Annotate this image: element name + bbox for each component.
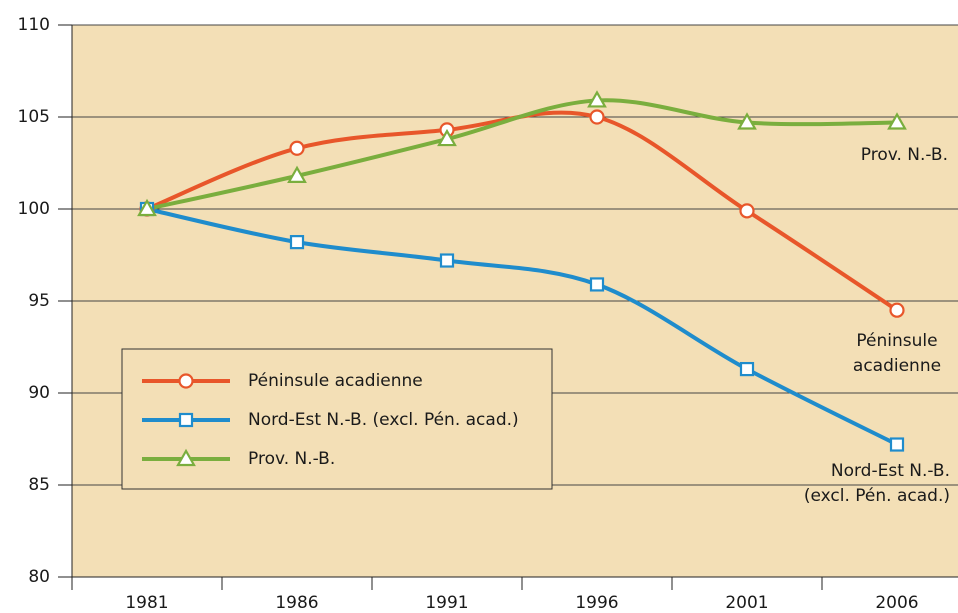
marker — [587, 90, 607, 108]
marker — [739, 361, 755, 377]
marker — [739, 203, 755, 219]
y-tick-label: 100 — [18, 199, 50, 219]
series-line — [146, 98, 898, 211]
legend-label: Nord-Est N.-B. (excl. Pén. acad.) — [248, 410, 519, 430]
legend: Péninsule acadienne Nord-Est N.-B. (excl.… — [121, 348, 553, 490]
marker — [737, 112, 757, 130]
y-tick-label: 90 — [28, 383, 50, 403]
marker — [289, 140, 305, 156]
x-tick-label: 1991 — [425, 593, 468, 613]
annotation: (excl. Pén. acad.) — [804, 486, 950, 506]
marker — [137, 198, 157, 217]
y-tick-label: 80 — [28, 567, 50, 587]
marker — [437, 128, 457, 147]
marker — [439, 253, 455, 268]
y-tick-label: 110 — [18, 15, 50, 35]
y-tick-label: 105 — [18, 107, 50, 127]
x-tick-label: 2006 — [875, 593, 918, 613]
marker — [889, 437, 905, 452]
marker — [889, 302, 905, 318]
marker — [289, 235, 305, 250]
marker — [178, 412, 194, 428]
marker — [287, 165, 307, 183]
marker — [589, 109, 605, 125]
series-line — [146, 207, 898, 447]
annotation: Péninsule — [856, 331, 937, 351]
y-tick-label: 85 — [28, 475, 50, 495]
y-tick-label: 95 — [28, 291, 50, 311]
marker — [887, 112, 907, 130]
marker — [176, 448, 196, 467]
annotation: acadienne — [853, 356, 941, 376]
annotation: Prov. N.-B. — [861, 145, 948, 165]
legend-label: Péninsule acadienne — [248, 371, 423, 391]
marker — [178, 373, 194, 389]
x-tick-label: 2001 — [725, 593, 768, 613]
x-tick-label: 1986 — [275, 593, 318, 613]
x-tick-label: 1981 — [125, 593, 168, 613]
annotation: Nord-Est N.-B. — [831, 461, 950, 481]
legend-label: Prov. N.-B. — [248, 449, 335, 469]
x-tick-label: 1996 — [575, 593, 618, 613]
marker — [589, 277, 605, 292]
